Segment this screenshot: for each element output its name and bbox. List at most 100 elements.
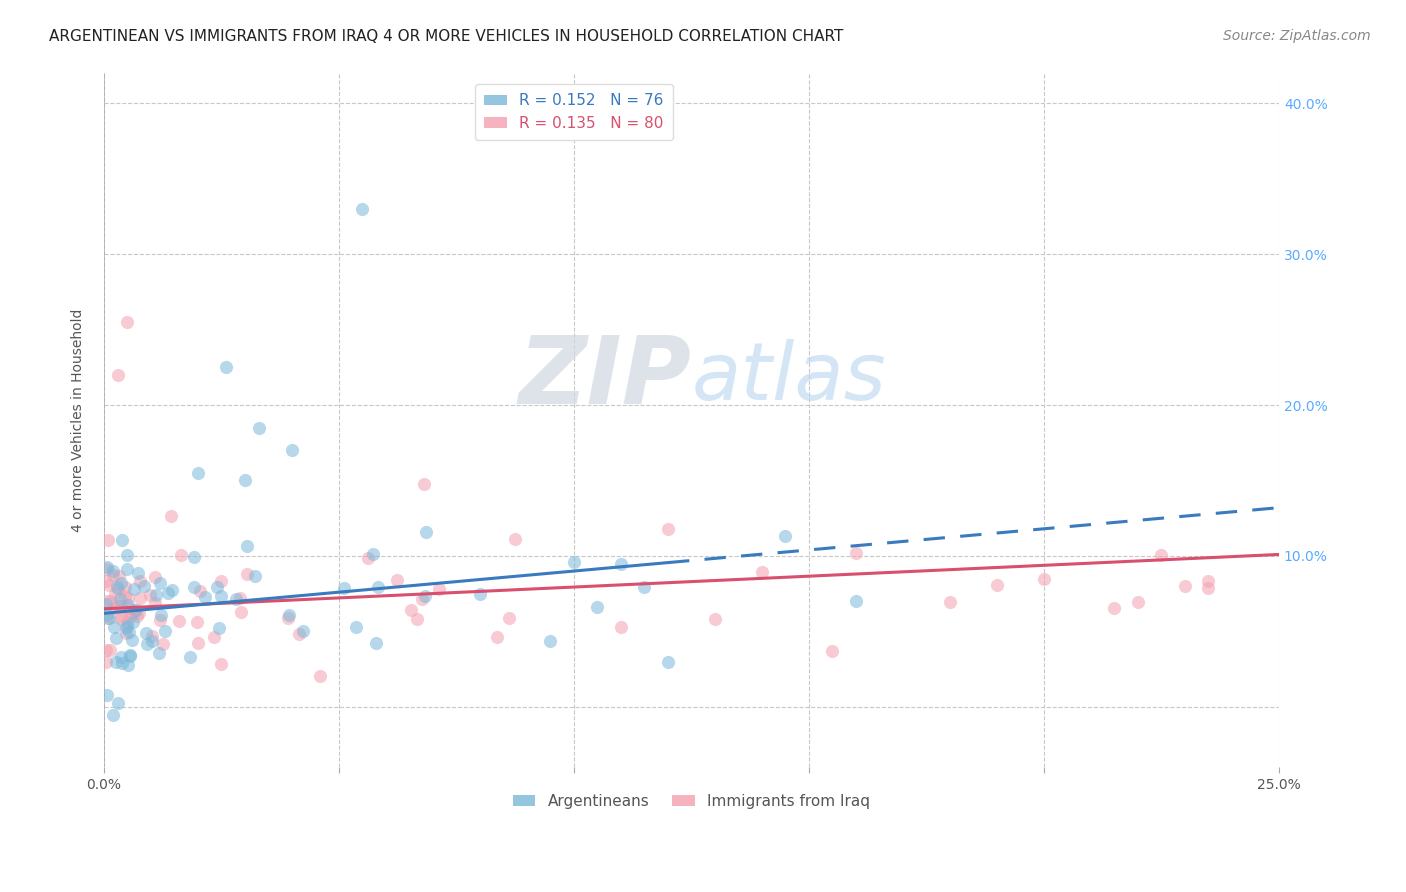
Point	[247, 420, 270, 434]
Text: Source: ZipAtlas.com: Source: ZipAtlas.com	[1223, 29, 1371, 43]
Point	[344, 620, 367, 634]
Point	[117, 600, 139, 615]
Point	[110, 533, 132, 548]
Point	[100, 594, 122, 608]
Point	[120, 648, 142, 662]
Point	[96, 643, 118, 657]
Point	[939, 595, 962, 609]
Point	[114, 621, 136, 635]
Point	[110, 608, 132, 623]
Point	[149, 613, 172, 627]
Point	[1150, 548, 1173, 562]
Point	[104, 655, 127, 669]
Point	[277, 610, 299, 624]
Point	[160, 509, 183, 524]
Point	[110, 612, 132, 626]
Point	[141, 629, 163, 643]
Point	[610, 619, 633, 633]
Point	[399, 603, 422, 617]
Point	[167, 614, 190, 628]
Point	[225, 592, 247, 607]
Point	[415, 525, 437, 540]
Point	[148, 647, 170, 661]
Point	[122, 615, 145, 629]
Point	[103, 620, 125, 634]
Point	[127, 608, 149, 623]
Point	[498, 611, 520, 625]
Point	[162, 582, 184, 597]
Point	[97, 533, 120, 547]
Point	[115, 548, 138, 562]
Point	[96, 574, 118, 588]
Point	[187, 466, 209, 480]
Point	[117, 615, 139, 630]
Point	[107, 582, 129, 596]
Point	[105, 581, 128, 595]
Point	[128, 606, 150, 620]
Point	[135, 638, 157, 652]
Point	[145, 588, 167, 602]
Point	[209, 657, 232, 671]
Point	[412, 476, 434, 491]
Point	[118, 609, 141, 624]
Point	[187, 635, 209, 649]
Point	[170, 549, 193, 563]
Point	[243, 569, 266, 583]
Point	[986, 577, 1008, 591]
Point	[152, 637, 174, 651]
Point	[657, 656, 679, 670]
Point	[292, 624, 315, 638]
Point	[117, 315, 139, 329]
Y-axis label: 4 or more Vehicles in Household: 4 or more Vehicles in Household	[72, 309, 86, 532]
Point	[657, 522, 679, 536]
Point	[352, 202, 374, 216]
Point	[586, 600, 609, 615]
Point	[108, 569, 131, 583]
Point	[207, 621, 229, 635]
Point	[129, 591, 152, 605]
Point	[194, 590, 217, 604]
Point	[503, 533, 526, 547]
Point	[122, 606, 145, 620]
Point	[105, 632, 128, 646]
Point	[411, 591, 433, 606]
Point	[186, 615, 208, 629]
Point	[107, 599, 129, 613]
Point	[1104, 601, 1126, 615]
Point	[96, 688, 118, 702]
Point	[96, 594, 118, 608]
Point	[98, 578, 121, 592]
Point	[96, 655, 118, 669]
Point	[633, 580, 655, 594]
Point	[128, 566, 150, 580]
Point	[101, 707, 124, 722]
Legend: Argentineans, Immigrants from Iraq: Argentineans, Immigrants from Iraq	[506, 788, 876, 815]
Point	[704, 612, 727, 626]
Point	[111, 656, 134, 670]
Point	[229, 591, 252, 606]
Point	[110, 591, 132, 606]
Point	[110, 599, 132, 613]
Point	[117, 598, 139, 612]
Point	[149, 608, 172, 623]
Point	[413, 589, 436, 603]
Point	[367, 581, 389, 595]
Point	[96, 562, 118, 576]
Point	[121, 633, 143, 648]
Point	[122, 582, 145, 596]
Point	[96, 607, 118, 622]
Point	[233, 474, 256, 488]
Point	[114, 589, 136, 603]
Point	[115, 625, 138, 640]
Point	[1033, 572, 1056, 586]
Point	[775, 529, 797, 543]
Point	[101, 567, 124, 582]
Text: ARGENTINEAN VS IMMIGRANTS FROM IRAQ 4 OR MORE VEHICLES IN HOUSEHOLD CORRELATION : ARGENTINEAN VS IMMIGRANTS FROM IRAQ 4 OR…	[49, 29, 844, 44]
Point	[236, 566, 259, 581]
Point	[209, 574, 232, 588]
Point	[110, 575, 132, 590]
Point	[540, 633, 562, 648]
Point	[98, 642, 121, 657]
Point	[562, 556, 585, 570]
Point	[156, 586, 179, 600]
